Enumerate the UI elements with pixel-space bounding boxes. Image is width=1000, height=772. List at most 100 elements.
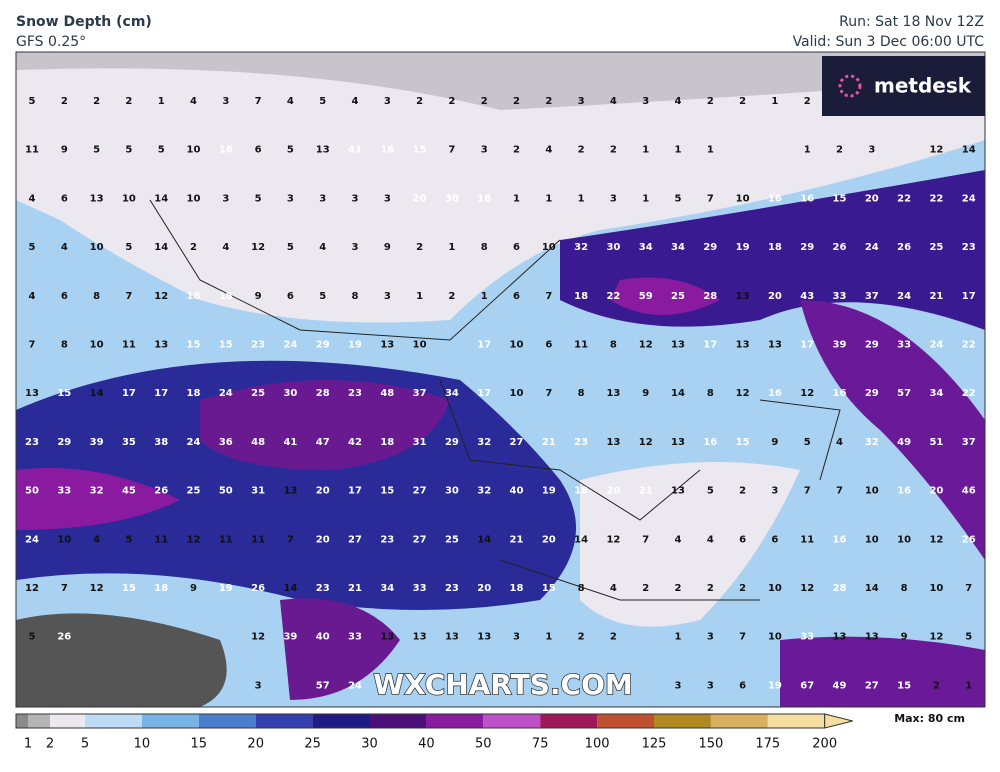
grid-value: 30 bbox=[606, 242, 620, 253]
grid-value: 1 bbox=[448, 242, 455, 253]
grid-value: 28 bbox=[316, 388, 330, 399]
grid-value: 24 bbox=[348, 680, 362, 691]
grid-value: 22 bbox=[606, 291, 620, 302]
grid-value: 2 bbox=[739, 583, 746, 594]
grid-value: 13 bbox=[413, 632, 427, 643]
grid-value: 3 bbox=[578, 96, 585, 107]
grid-value: 5 bbox=[125, 534, 132, 545]
grid-value: 9 bbox=[901, 632, 908, 643]
grid-value: 21 bbox=[929, 291, 943, 302]
grid-value: 14 bbox=[477, 534, 491, 545]
grid-value: 3 bbox=[384, 96, 391, 107]
grid-value: 67 bbox=[800, 680, 814, 691]
grid-value: 18 bbox=[380, 437, 394, 448]
grid-value: 15 bbox=[57, 388, 71, 399]
grid-value: 34 bbox=[671, 242, 685, 253]
grid-value: 33 bbox=[833, 291, 847, 302]
grid-value: 2 bbox=[578, 632, 585, 643]
grid-value: 2 bbox=[836, 145, 843, 156]
grid-value: 35 bbox=[122, 437, 136, 448]
grid-value: 7 bbox=[29, 340, 36, 351]
legend-label: 175 bbox=[755, 737, 780, 752]
grid-value: 12 bbox=[929, 145, 943, 156]
grid-value: 5 bbox=[93, 145, 100, 156]
grid-value: 29 bbox=[316, 340, 330, 351]
grid-value: 11 bbox=[251, 534, 265, 545]
grid-value: 32 bbox=[865, 437, 879, 448]
title: Snow Depth (cm) bbox=[16, 14, 152, 30]
grid-value: 16 bbox=[477, 193, 491, 204]
grid-value: 26 bbox=[897, 242, 911, 253]
grid-value: 26 bbox=[962, 534, 976, 545]
grid-value: 1 bbox=[416, 291, 423, 302]
grid-value: 15 bbox=[413, 145, 427, 156]
grid-value: 5 bbox=[125, 145, 132, 156]
legend-swatch bbox=[198, 714, 256, 728]
grid-value: 15 bbox=[833, 193, 847, 204]
grid-value: 19 bbox=[542, 486, 556, 497]
grid-value: 9 bbox=[255, 291, 262, 302]
grid-value: 12 bbox=[736, 388, 750, 399]
grid-value: 26 bbox=[251, 583, 265, 594]
grid-value: 12 bbox=[187, 534, 201, 545]
grid-value: 4 bbox=[675, 534, 682, 545]
grid-value: 30 bbox=[283, 388, 297, 399]
grid-value: 13 bbox=[154, 340, 168, 351]
grid-value: 17 bbox=[348, 486, 362, 497]
grid-value: 25 bbox=[251, 388, 265, 399]
grid-value: 10 bbox=[413, 340, 427, 351]
legend-label: 5 bbox=[81, 737, 89, 752]
grid-value: 1 bbox=[642, 193, 649, 204]
grid-value: 47 bbox=[316, 437, 330, 448]
legend-max: Max: 80 cm bbox=[894, 712, 965, 725]
grid-value: 19 bbox=[348, 340, 362, 351]
grid-value: 33 bbox=[897, 340, 911, 351]
grid-value: 8 bbox=[352, 291, 359, 302]
grid-value: 12 bbox=[929, 534, 943, 545]
grid-value: 24 bbox=[283, 340, 297, 351]
grid-value: 12 bbox=[90, 583, 104, 594]
grid-value: 34 bbox=[929, 388, 943, 399]
grid-value: 2 bbox=[804, 96, 811, 107]
grid-value: 4 bbox=[319, 242, 326, 253]
grid-value: 3 bbox=[319, 193, 326, 204]
logo-icon bbox=[838, 74, 862, 98]
grid-value: 5 bbox=[287, 242, 294, 253]
grid-value: 6 bbox=[739, 534, 746, 545]
grid-value: 29 bbox=[865, 340, 879, 351]
grid-value: 3 bbox=[675, 680, 682, 691]
grid-value: 29 bbox=[800, 242, 814, 253]
grid-value: 12 bbox=[639, 340, 653, 351]
grid-value: 50 bbox=[25, 486, 39, 497]
grid-value: 1 bbox=[707, 145, 714, 156]
grid-value: 17 bbox=[800, 340, 814, 351]
grid-value: 40 bbox=[510, 486, 524, 497]
grid-value: 10 bbox=[865, 534, 879, 545]
grid-value: 20 bbox=[316, 534, 330, 545]
grid-value: 7 bbox=[545, 291, 552, 302]
grid-value: 10 bbox=[768, 583, 782, 594]
grid-value: 33 bbox=[57, 486, 71, 497]
grid-value: 14 bbox=[283, 583, 297, 594]
grid-value: 7 bbox=[125, 291, 132, 302]
grid-value: 14 bbox=[671, 388, 685, 399]
grid-value: 7 bbox=[255, 96, 262, 107]
grid-value: 13 bbox=[477, 632, 491, 643]
grid-value: 46 bbox=[962, 486, 976, 497]
grid-value: 2 bbox=[513, 96, 520, 107]
grid-value: 21 bbox=[348, 583, 362, 594]
grid-value: 24 bbox=[929, 340, 943, 351]
grid-value: 14 bbox=[154, 242, 168, 253]
grid-value: 4 bbox=[352, 96, 359, 107]
grid-value: 24 bbox=[897, 291, 911, 302]
grid-value: 1 bbox=[804, 145, 811, 156]
grid-value: 3 bbox=[513, 632, 520, 643]
grid-value: 5 bbox=[29, 96, 36, 107]
grid-value: 13 bbox=[671, 437, 685, 448]
legend-label: 15 bbox=[191, 737, 208, 752]
grid-value: 11 bbox=[574, 340, 588, 351]
grid-value: 3 bbox=[352, 242, 359, 253]
grid-value: 8 bbox=[61, 340, 68, 351]
grid-value: 22 bbox=[962, 388, 976, 399]
grid-value: 8 bbox=[707, 388, 714, 399]
